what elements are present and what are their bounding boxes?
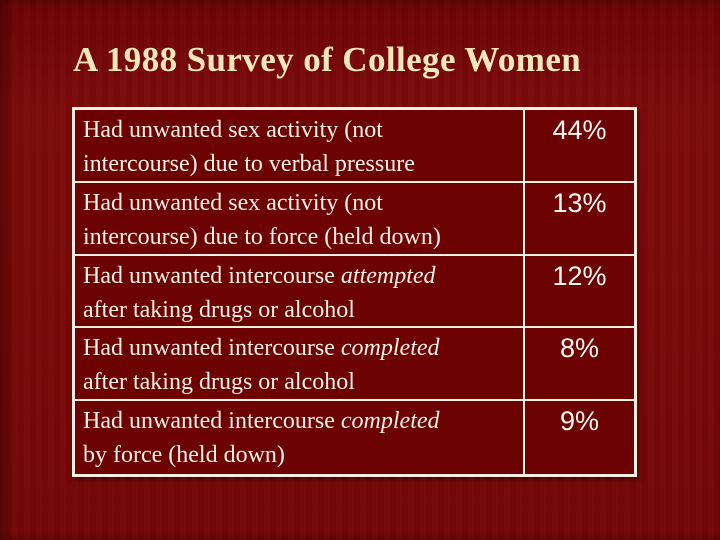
- row-description-cell: Had unwanted sex activity (not intercour…: [75, 110, 525, 181]
- table-row: Had unwanted intercourse attempted after…: [75, 255, 634, 329]
- description-line-1: Had unwanted intercourse attempted: [83, 259, 517, 293]
- description-line-1: Had unwanted intercourse completed: [83, 331, 517, 365]
- description-line-1: Had unwanted sex activity (not: [83, 113, 517, 147]
- description-line-2: after taking drugs or alcohol: [83, 296, 355, 323]
- table-row: Had unwanted intercourse completed by fo…: [75, 401, 634, 474]
- row-percent-cell: 13%: [552, 187, 607, 218]
- description-emphasis: completed: [340, 335, 440, 362]
- survey-results-table: Had unwanted sex activity (not intercour…: [72, 107, 637, 477]
- description-line-2: after taking drugs or alcohol: [83, 369, 355, 396]
- description-text: Had unwanted sex activity (not: [83, 189, 383, 216]
- table-row: Had unwanted sex activity (not intercour…: [75, 110, 634, 183]
- description-text: Had unwanted sex activity (not: [83, 117, 383, 143]
- description-line-2: intercourse) due to verbal pressure: [83, 151, 415, 177]
- row-description-cell: Had unwanted intercourse completed after…: [75, 328, 525, 400]
- row-description-cell: Had unwanted intercourse attempted after…: [75, 255, 525, 327]
- description-emphasis: attempted: [340, 262, 436, 289]
- table-row: Had unwanted intercourse completed after…: [75, 328, 634, 402]
- row-description-cell: Had unwanted sex activity (not intercour…: [75, 182, 525, 254]
- row-description-cell: Had unwanted intercourse completed by fo…: [75, 401, 525, 474]
- description-line-2: by force (held down): [83, 442, 285, 469]
- row-percent-cell: 8%: [559, 333, 600, 364]
- row-percent-cell: 44%: [552, 115, 607, 145]
- slide-title: A 1988 Survey of College Women: [73, 40, 582, 79]
- description-line-1: Had unwanted intercourse completed: [83, 404, 517, 438]
- description-text: Had unwanted intercourse: [83, 335, 341, 362]
- description-text: Had unwanted intercourse: [83, 262, 341, 289]
- description-text: Had unwanted intercourse: [83, 408, 341, 435]
- row-percent-cell: 12%: [552, 260, 607, 291]
- description-line-2: intercourse) due to force (held down): [83, 223, 441, 250]
- row-percent-cell: 9%: [559, 406, 600, 437]
- description-emphasis: completed: [340, 408, 440, 435]
- table-row: Had unwanted sex activity (not intercour…: [75, 182, 634, 256]
- description-line-1: Had unwanted sex activity (not: [83, 186, 517, 220]
